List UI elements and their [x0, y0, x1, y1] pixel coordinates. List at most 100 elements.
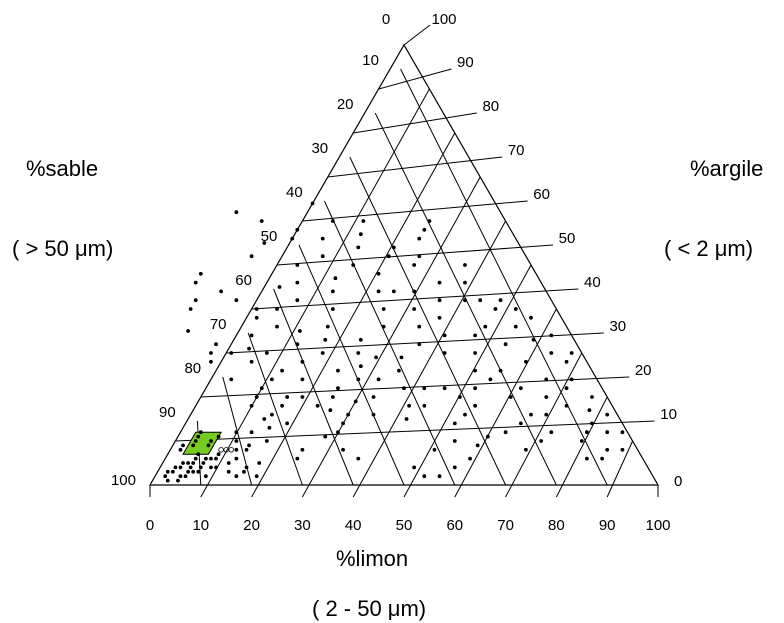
- data-point-74: [219, 289, 224, 294]
- data-point-199: [513, 307, 518, 311]
- data-point-45: [165, 478, 170, 483]
- data-point-212: [422, 474, 427, 479]
- data-point-132: [358, 232, 363, 237]
- marked-point-0: [228, 447, 234, 453]
- data-point-53: [254, 395, 259, 399]
- data-point-158: [529, 412, 533, 417]
- data-point-115: [422, 386, 427, 391]
- data-point-174: [524, 359, 528, 364]
- data-point-187: [605, 430, 610, 435]
- data-point-194: [531, 337, 536, 342]
- silt-tick-20: 20: [243, 517, 260, 534]
- data-point-209: [417, 236, 422, 241]
- sand-tick-50: 50: [261, 228, 278, 245]
- data-point-213: [412, 465, 417, 470]
- data-point-73: [198, 271, 203, 276]
- data-point-143: [442, 351, 447, 355]
- clay-tick-80: 80: [482, 98, 499, 115]
- data-point-56: [285, 421, 290, 426]
- grid-line-clay-70: [327, 156, 503, 178]
- data-point-203: [620, 447, 625, 452]
- data-point-205: [463, 298, 467, 303]
- data-point-39: [257, 461, 262, 465]
- data-point-217: [295, 456, 300, 461]
- data-point-201: [549, 333, 554, 338]
- silt-axis-unit: ( 2 - 50 μm): [312, 596, 427, 621]
- data-point-154: [473, 386, 478, 391]
- silt-tick-90: 90: [599, 517, 616, 534]
- grid-line-clay-50: [276, 244, 554, 266]
- data-point-126: [381, 324, 386, 329]
- data-point-179: [579, 439, 584, 443]
- data-point-164: [475, 443, 480, 448]
- data-point-103: [295, 280, 300, 285]
- grid-line-silt-10: [200, 88, 430, 498]
- silt-tick-70: 70: [497, 517, 514, 534]
- grid-lines: [149, 24, 659, 498]
- silt-tick-100: 100: [645, 517, 670, 534]
- data-point-30: [234, 474, 239, 479]
- data-point-107: [374, 355, 378, 360]
- data-point-146: [437, 298, 442, 303]
- data-point-151: [442, 386, 447, 391]
- data-point-98: [323, 337, 328, 342]
- data-point-70: [188, 307, 193, 311]
- data-point-55: [267, 425, 272, 430]
- data-point-59: [270, 377, 274, 382]
- data-point-170: [518, 386, 523, 391]
- data-point-195: [513, 324, 518, 329]
- data-point-121: [295, 227, 300, 232]
- clay-tick-40: 40: [584, 274, 601, 291]
- data-point-219: [336, 430, 340, 435]
- data-point-125: [234, 210, 239, 215]
- data-point-110: [397, 368, 401, 373]
- grid-line-silt-50: [403, 264, 532, 498]
- data-point-122: [249, 254, 254, 259]
- clay-tick-30: 30: [609, 318, 626, 335]
- grid-line-silt-30: [301, 176, 481, 498]
- data-point-66: [229, 351, 234, 355]
- data-point-108: [376, 377, 381, 382]
- data-point-163: [452, 439, 457, 443]
- clay-tick-90: 90: [457, 54, 474, 71]
- data-point-223: [468, 456, 472, 461]
- data-point-96: [336, 368, 340, 373]
- data-point-22: [198, 430, 203, 435]
- data-point-160: [503, 430, 508, 435]
- data-point-137: [320, 254, 325, 259]
- data-point-118: [333, 276, 338, 281]
- data-point-182: [564, 403, 569, 408]
- data-points: [163, 201, 625, 483]
- data-point-21: [196, 434, 201, 439]
- data-point-46: [191, 469, 196, 474]
- data-point-99: [325, 324, 330, 329]
- data-point-176: [483, 324, 488, 329]
- silt-tick-0: 0: [146, 517, 154, 534]
- data-point-85: [315, 403, 320, 408]
- data-point-175: [503, 342, 508, 347]
- marked-point-1: [223, 447, 229, 453]
- data-point-36: [247, 443, 251, 448]
- clay-tick-100: 100: [431, 11, 456, 28]
- data-point-124: [259, 219, 264, 223]
- clay-tick-20: 20: [635, 362, 652, 379]
- data-point-167: [539, 439, 544, 443]
- data-point-13: [193, 456, 198, 461]
- data-point-129: [376, 271, 381, 276]
- data-point-191: [605, 412, 610, 417]
- data-point-216: [356, 456, 361, 461]
- grid-line-clay-30: [226, 332, 604, 354]
- data-point-79: [300, 377, 305, 382]
- data-point-71: [193, 298, 198, 303]
- data-point-202: [569, 351, 574, 355]
- data-point-2: [173, 465, 178, 470]
- data-point-42: [209, 439, 213, 443]
- data-point-198: [498, 298, 503, 303]
- data-point-6: [178, 474, 183, 479]
- data-point-7: [183, 474, 188, 479]
- data-point-220: [323, 434, 328, 439]
- data-point-157: [508, 395, 513, 399]
- data-point-4: [178, 465, 183, 470]
- data-point-60: [285, 395, 290, 399]
- data-point-20: [193, 439, 198, 443]
